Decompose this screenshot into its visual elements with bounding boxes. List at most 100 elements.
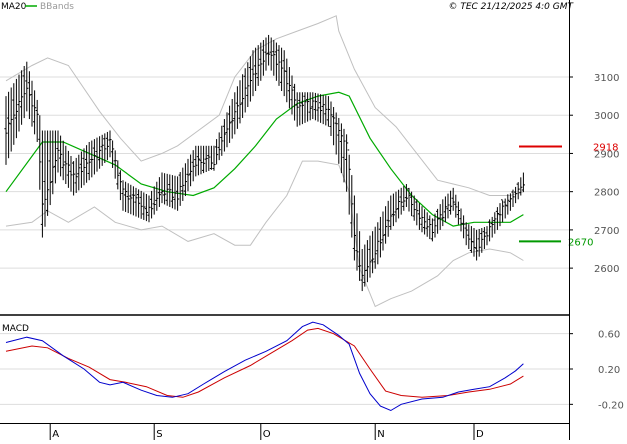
ohlc-bar bbox=[397, 189, 401, 219]
ohlc-bar bbox=[475, 229, 479, 261]
ohlc-bar bbox=[295, 92, 299, 127]
ohlc-bar bbox=[324, 95, 328, 126]
ohlc-bar bbox=[311, 92, 315, 120]
ohlc-bar bbox=[215, 139, 219, 165]
ohlc-bar bbox=[363, 244, 367, 287]
ohlc-bar bbox=[82, 148, 86, 186]
bollinger-bands bbox=[5, 15, 524, 308]
ohlc-bar bbox=[64, 145, 68, 185]
ohlc-bar bbox=[217, 132, 221, 161]
ohlc-bar bbox=[423, 209, 427, 235]
ohlc-bar bbox=[103, 133, 107, 163]
ohlc-bar bbox=[358, 231, 362, 281]
ohlc-bar bbox=[72, 161, 76, 196]
macd-panel: MACD bbox=[2, 321, 524, 412]
ohlc-bar bbox=[209, 145, 213, 170]
ohlc-bar bbox=[384, 206, 388, 244]
ohlc-bar bbox=[280, 47, 284, 92]
ohlc-bar bbox=[267, 34, 271, 66]
ohlc-bar bbox=[316, 93, 320, 122]
ohlc-bar bbox=[248, 56, 252, 102]
ohlc-bar bbox=[272, 40, 276, 76]
ohlc-bar bbox=[118, 170, 122, 201]
ohlc-bar bbox=[194, 145, 198, 177]
ohlc-bar bbox=[417, 203, 421, 230]
ohlc-bar bbox=[394, 191, 398, 223]
ohlc-bar bbox=[456, 201, 460, 225]
ohlc-bar bbox=[293, 83, 297, 121]
ohlc-bar bbox=[183, 163, 187, 197]
ohlc-bar bbox=[329, 101, 333, 136]
ohlc-bar bbox=[378, 216, 382, 258]
ohlc-bar bbox=[308, 92, 312, 121]
ohlc-bar bbox=[376, 222, 380, 265]
price-bars bbox=[4, 34, 525, 292]
resistance-level-label: 2918 bbox=[593, 143, 618, 154]
ohlc-bar bbox=[144, 193, 148, 222]
ohlc-bar bbox=[131, 186, 135, 216]
ohlc-bar bbox=[163, 173, 167, 205]
ohlc-bar bbox=[514, 186, 518, 204]
ohlc-bar bbox=[371, 231, 375, 274]
ohlc-bar bbox=[220, 125, 224, 156]
ohlc-bar bbox=[38, 115, 42, 190]
ohlc-bar bbox=[98, 136, 102, 169]
ohlc-bar bbox=[386, 200, 390, 237]
ohlc-bar bbox=[511, 189, 515, 207]
ohlc-bar bbox=[261, 40, 265, 76]
ohlc-bar bbox=[147, 195, 151, 223]
ohlc-bar bbox=[178, 172, 182, 206]
ohlc-bar bbox=[160, 172, 164, 204]
price-tick-label: 2900 bbox=[594, 149, 619, 160]
ohlc-bar bbox=[251, 50, 255, 97]
ohlc-bar bbox=[321, 94, 325, 125]
ohlc-bar bbox=[360, 249, 364, 292]
ohlc-bar bbox=[334, 112, 338, 155]
ohlc-bar bbox=[368, 235, 372, 278]
ohlc-bar bbox=[503, 198, 507, 219]
ohlc-bar bbox=[14, 78, 18, 139]
ohlc-bar bbox=[111, 140, 115, 168]
ohlc-bar bbox=[7, 91, 11, 159]
ohlc-bar bbox=[462, 215, 466, 239]
ohlc-bar bbox=[61, 140, 65, 181]
ohlc-bar bbox=[498, 203, 502, 227]
ohlc-bar bbox=[300, 92, 304, 125]
ohlc-bar bbox=[48, 130, 52, 206]
ohlc-bar bbox=[477, 228, 481, 257]
ohlc-bar bbox=[30, 80, 34, 127]
ohlc-bar bbox=[339, 123, 343, 174]
ohlc-bar bbox=[521, 172, 525, 193]
ohlc-bar bbox=[40, 130, 44, 238]
macd-tick-label: 0.60 bbox=[598, 330, 620, 341]
month-tick-label: N bbox=[377, 429, 384, 440]
ohlc-bar bbox=[66, 150, 70, 188]
ohlc-bar bbox=[134, 187, 138, 217]
ohlc-bar bbox=[519, 177, 523, 196]
ohlc-bar bbox=[173, 175, 177, 210]
macd-tick-label: -0.20 bbox=[598, 400, 624, 411]
ohlc-bar bbox=[152, 186, 156, 215]
ohlc-bar bbox=[337, 117, 341, 164]
ohlc-bar bbox=[189, 154, 193, 187]
price-tick-label: 2600 bbox=[594, 264, 619, 275]
ohlc-bar bbox=[168, 174, 172, 207]
ohlc-bar bbox=[35, 99, 39, 142]
ohlc-bar bbox=[113, 150, 117, 179]
ohlc-bar bbox=[501, 199, 505, 223]
ohlc-bar bbox=[17, 74, 21, 132]
ohlc-bar bbox=[326, 96, 330, 127]
ohlc-bar bbox=[33, 90, 37, 135]
ohlc-bar bbox=[85, 145, 89, 183]
bb-lower-line bbox=[5, 160, 524, 308]
ohlc-bar bbox=[27, 71, 31, 120]
ohlc-bar bbox=[355, 213, 359, 271]
ohlc-bar bbox=[506, 194, 510, 215]
ohlc-bar bbox=[264, 37, 268, 71]
ohlc-bar bbox=[342, 128, 346, 183]
month-tick-label: O bbox=[263, 429, 271, 440]
ohlc-bar bbox=[454, 194, 458, 218]
ohlc-bar bbox=[488, 219, 492, 242]
ohlc-bar bbox=[235, 86, 239, 129]
ohlc-bar bbox=[100, 134, 104, 166]
